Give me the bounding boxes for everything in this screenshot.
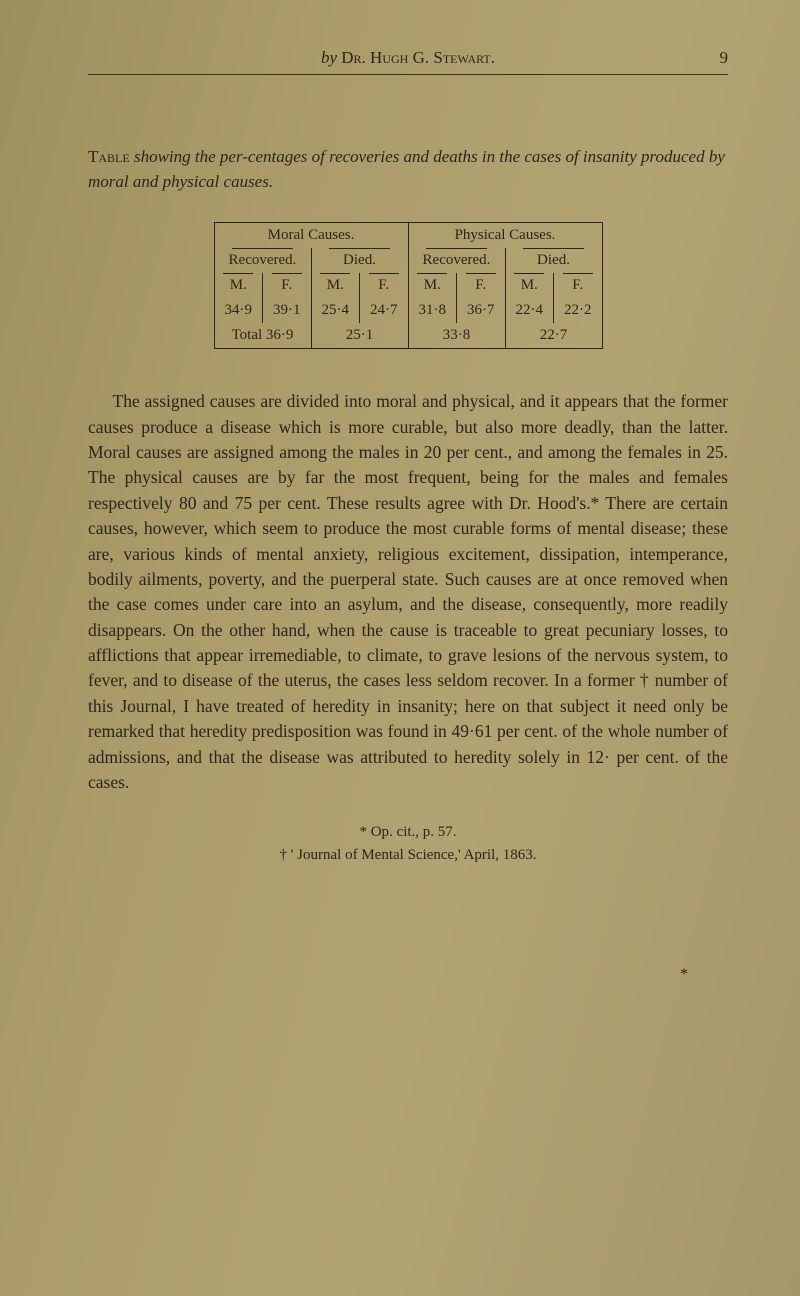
sub-header: Died.: [505, 248, 602, 273]
group-header: Moral Causes.: [214, 223, 408, 249]
sub-header: Recovered.: [214, 248, 311, 273]
caption-italic: showing the per-centages of recoveries a…: [88, 147, 725, 191]
footnote-b: † ' Journal of Mental Science,' April, 1…: [88, 844, 728, 867]
author-name: Dr. Hugh G. Stewart.: [341, 48, 495, 67]
mf-label: F.: [263, 273, 312, 298]
running-head: by Dr. Hugh G. Stewart. 9: [88, 48, 728, 68]
table-cell: 31·8: [408, 298, 457, 323]
group-header: Physical Causes.: [408, 223, 602, 249]
table-cell: 24·7: [360, 298, 409, 323]
mf-label: M.: [214, 273, 263, 298]
table-cell: 34·9: [214, 298, 263, 323]
table-cell: 36·7: [457, 298, 506, 323]
total-label: Total 36·9: [214, 323, 311, 349]
total-cell: 22·7: [505, 323, 602, 349]
mf-label: M.: [408, 273, 457, 298]
paragraph: The assigned causes are divided into mor…: [88, 389, 728, 795]
total-cell: 33·8: [408, 323, 505, 349]
table-cell: 25·4: [311, 298, 360, 323]
sub-header: Recovered.: [408, 248, 505, 273]
table-caption: Table showing the per-centages of recove…: [88, 145, 728, 194]
header-rule: [88, 74, 728, 75]
footnote-a: * Op. cit., p. 57.: [88, 821, 728, 844]
mf-label: F.: [457, 273, 506, 298]
mf-label: M.: [311, 273, 360, 298]
by-word: by: [321, 48, 337, 67]
sub-header: Died.: [311, 248, 408, 273]
body-text: The assigned causes are divided into mor…: [88, 389, 728, 795]
table-cell: 22·4: [505, 298, 554, 323]
mf-label: M.: [505, 273, 554, 298]
mf-label: F.: [554, 273, 603, 298]
page-number: 9: [720, 48, 729, 68]
mf-label: F.: [360, 273, 409, 298]
data-table: Moral Causes. Physical Causes. Recovered…: [214, 222, 603, 349]
page: by Dr. Hugh G. Stewart. 9 Table showing …: [0, 0, 800, 1296]
total-cell: 25·1: [311, 323, 408, 349]
caption-lead: Table: [88, 147, 130, 166]
footnotes: * Op. cit., p. 57. † ' Journal of Mental…: [88, 821, 728, 866]
table-cell: 22·2: [554, 298, 603, 323]
signature-mark: *: [88, 966, 728, 984]
table-cell: 39·1: [263, 298, 312, 323]
